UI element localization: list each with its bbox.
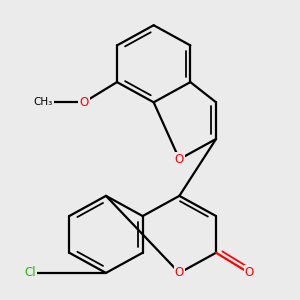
Text: O: O — [175, 266, 184, 279]
Text: O: O — [175, 153, 184, 166]
Text: O: O — [79, 96, 88, 109]
Text: Cl: Cl — [25, 266, 36, 279]
Text: CH₃: CH₃ — [34, 97, 53, 107]
Text: O: O — [244, 266, 254, 279]
